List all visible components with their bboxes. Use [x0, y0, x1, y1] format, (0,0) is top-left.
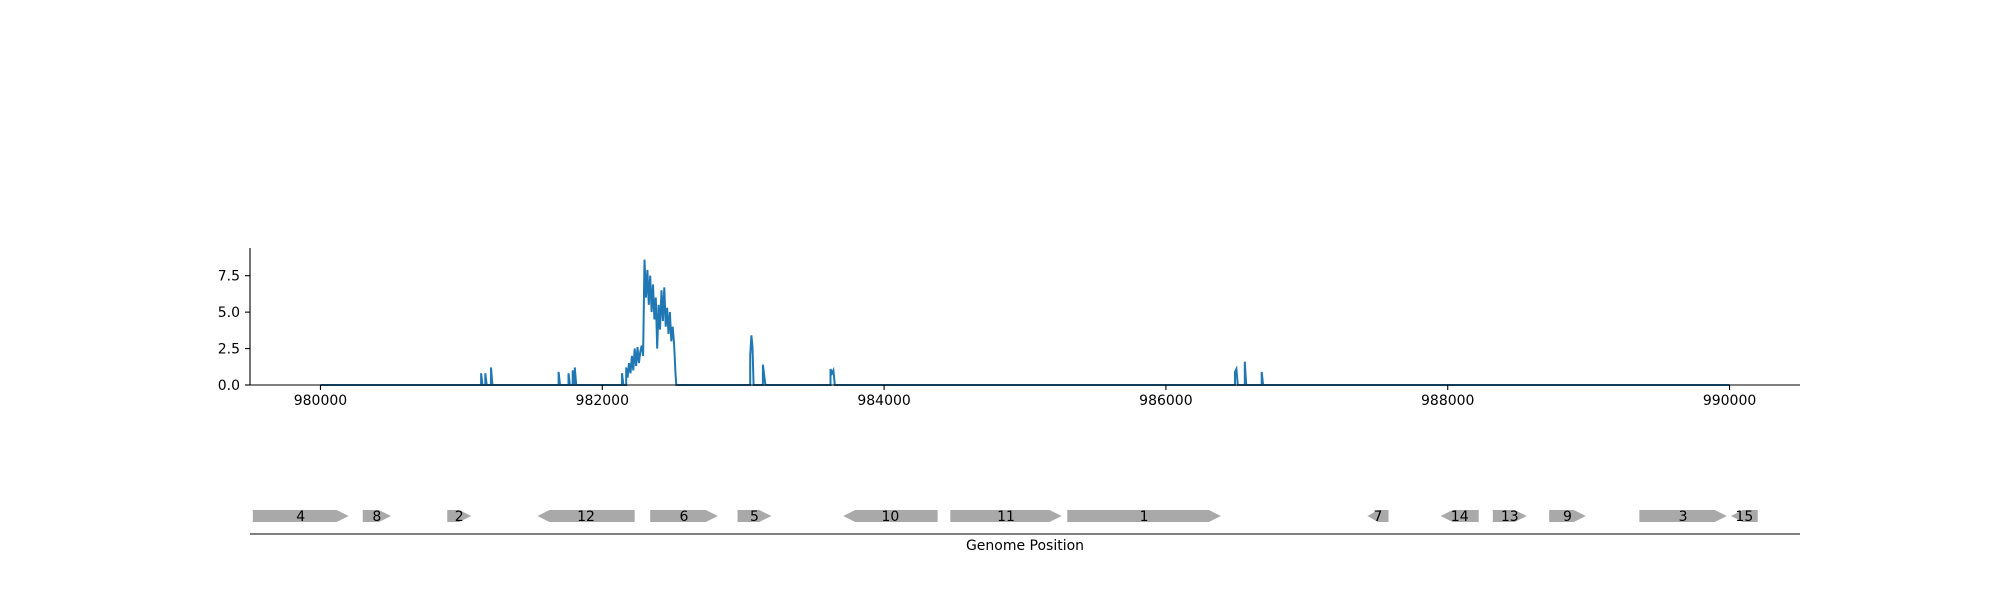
gene-arrow: [1492, 510, 1527, 522]
gene-label: 9: [1563, 509, 1572, 525]
gene-arrow: [362, 510, 391, 522]
y-tick-label: 2.5: [218, 342, 240, 358]
gene-arrow: [1440, 510, 1479, 522]
gene-label: 3: [1679, 509, 1688, 525]
gene-label: 12: [577, 509, 595, 525]
x-axis-ticks: 980000 982000 984000 986000 988000 990000: [294, 385, 1756, 409]
gene-arrow: [447, 510, 472, 522]
gene-arrow: [737, 510, 772, 522]
y-tick-label: 5.0: [218, 305, 240, 321]
gene-arrow: [1730, 510, 1758, 522]
gene-label: 11: [997, 509, 1015, 525]
coverage-series-line: [320, 259, 1730, 386]
gene-arrow: [650, 510, 718, 522]
gene-label: 6: [680, 509, 689, 525]
gene-label: 5: [750, 509, 759, 525]
gene-arrow: [843, 510, 938, 522]
gene-arrow: [1367, 510, 1389, 522]
gene-arrow: [1549, 510, 1586, 522]
gene-label: 2: [455, 509, 464, 525]
gene-map-panel: 4 8 2 12 6 5 10 11 1 7 14 13 9 3 15 Genome Position: [250, 509, 1800, 554]
x-axis-label: Genome Position: [966, 538, 1084, 554]
gene-label: 1: [1140, 509, 1149, 525]
x-tick-label: 990000: [1703, 393, 1756, 409]
gene-label: 7: [1374, 509, 1383, 525]
gene-arrow: [537, 510, 635, 522]
gene-arrows: 4 8 2 12 6 5 10 11 1 7 14 13 9 3 15: [252, 509, 1758, 525]
x-tick-label: 980000: [294, 393, 347, 409]
gene-label: 4: [296, 509, 305, 525]
y-axis-ticks: 0.0 2.5 5.0 7.5: [218, 269, 250, 394]
x-tick-label: 984000: [857, 393, 910, 409]
y-tick-label: 7.5: [218, 269, 240, 285]
gene-label: 8: [372, 509, 381, 525]
x-tick-label: 982000: [576, 393, 629, 409]
x-tick-label: 986000: [1139, 393, 1192, 409]
gene-arrow: [1639, 510, 1727, 522]
gene-arrow: [950, 510, 1062, 522]
gene-label: 13: [1501, 509, 1519, 525]
coverage-panel: 980000 982000 984000 986000 988000 990000 0.0…: [218, 248, 1800, 409]
gene-label: 10: [882, 509, 900, 525]
gene-label: 15: [1735, 509, 1753, 525]
gene-label: 14: [1451, 509, 1469, 525]
gene-arrow: [1067, 510, 1221, 522]
gene-arrow: [252, 510, 349, 522]
y-tick-label: 0.0: [218, 378, 240, 394]
x-tick-label: 988000: [1421, 393, 1474, 409]
